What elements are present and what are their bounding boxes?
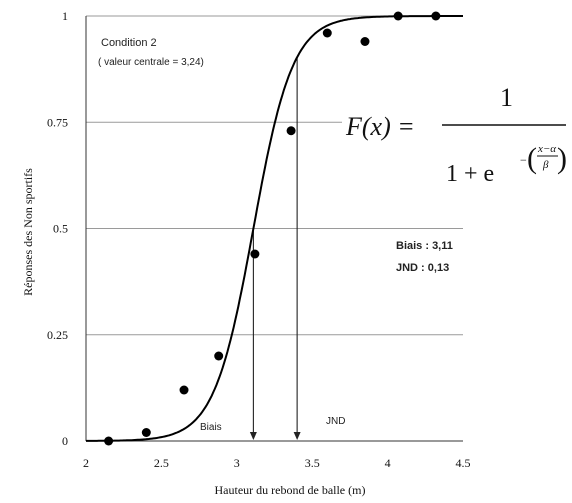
x-axis-title: Hauteur du rebond de balle (m) <box>215 483 366 497</box>
bias-arrow-head <box>249 432 257 440</box>
formula-left-paren: ( <box>527 142 537 175</box>
formula-exponent-sign: − <box>520 153 527 167</box>
tick-labels: 0 0.25 0.5 0.75 1 2 2.5 3 3.5 4 4.5 <box>47 9 471 470</box>
formula-background <box>342 78 567 196</box>
x-tick-label: 2 <box>83 456 89 470</box>
data-point <box>360 37 370 46</box>
y-tick-label: 0.25 <box>47 328 68 342</box>
jnd-arrow-head <box>293 432 301 440</box>
formula-denominator: 1 + e <box>446 161 494 187</box>
jnd-stat: JND : 0,13 <box>396 262 449 274</box>
data-point <box>179 385 189 395</box>
formula-right-paren: ) <box>557 142 567 175</box>
data-point <box>393 11 403 21</box>
jnd-label: JND <box>326 416 345 427</box>
x-tick-label: 4.5 <box>456 456 471 470</box>
x-tick-label: 4 <box>385 456 391 470</box>
data-point <box>214 351 224 361</box>
data-point <box>286 126 296 136</box>
x-tick-label: 3.5 <box>305 456 320 470</box>
y-axis-title: Réponses des Non sportifs <box>21 168 35 296</box>
data-point <box>250 249 260 259</box>
bias-label: Biais <box>200 422 222 433</box>
condition-title: Condition 2 <box>101 37 157 49</box>
data-point <box>104 436 114 446</box>
data-point <box>431 11 441 21</box>
condition-subtitle: ( valeur centrale = 3,24) <box>98 57 204 68</box>
bias-stat: Biais : 3,11 <box>396 240 453 252</box>
y-tick-label: 0.5 <box>53 222 68 236</box>
data-point <box>141 428 151 437</box>
x-tick-label: 2.5 <box>154 456 169 470</box>
formula-exponent-numerator: x−α <box>537 143 556 155</box>
bias-jnd-arrows <box>249 57 301 440</box>
data-points <box>104 11 441 446</box>
formula-exponent-denominator: β <box>542 159 549 171</box>
x-tick-label: 3 <box>234 456 240 470</box>
formula-numerator: 1 <box>500 83 513 112</box>
data-point <box>322 28 332 38</box>
formula-lhs: F(x) = <box>345 112 415 141</box>
logistic-formula: F(x) = 1 1 + e − ( x−α β ) <box>342 78 567 196</box>
y-tick-label: 0 <box>62 434 68 448</box>
y-tick-label: 0.75 <box>47 115 68 129</box>
y-tick-label: 1 <box>62 9 68 23</box>
